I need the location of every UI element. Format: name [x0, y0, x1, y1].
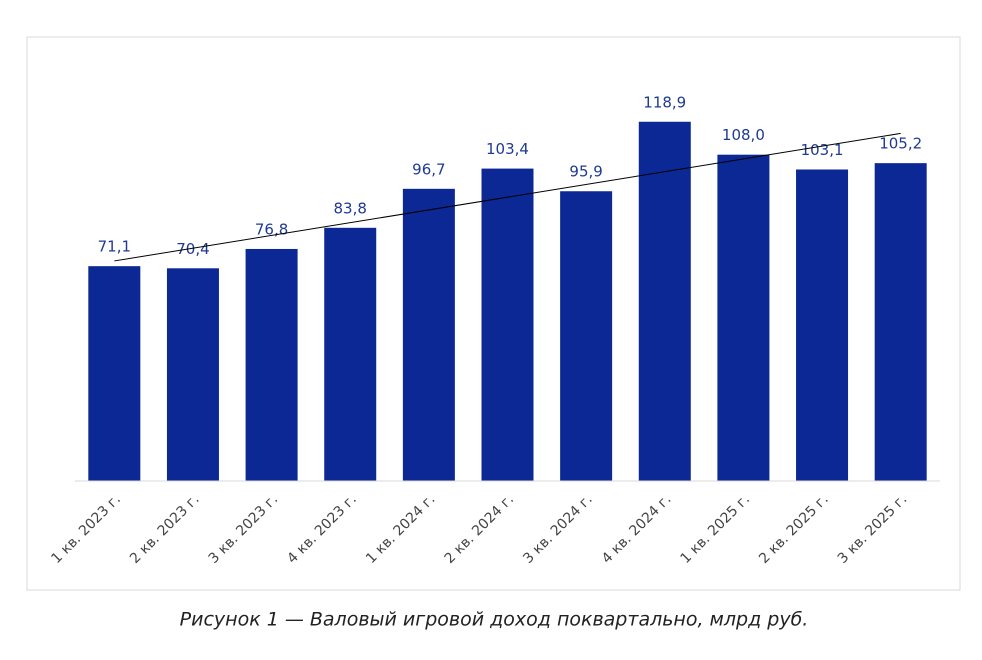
- trend-line: [114, 132, 901, 262]
- data-label: 70,4: [176, 240, 209, 258]
- data-label: 105,2: [879, 135, 922, 153]
- bar: [402, 188, 455, 481]
- bar: [481, 168, 534, 481]
- bar: [560, 191, 613, 481]
- data-label: 83,8: [334, 199, 367, 217]
- data-label: 103,4: [486, 140, 529, 158]
- data-label: 71,1: [98, 238, 131, 256]
- data-label: 96,7: [412, 160, 445, 178]
- chart-caption: Рисунок 1 — Валовый игровой доход поквар…: [180, 609, 809, 631]
- bar: [245, 248, 298, 481]
- data-label: 95,9: [569, 163, 602, 181]
- bar: [88, 266, 141, 481]
- bar: [166, 268, 219, 481]
- bar: [717, 154, 770, 481]
- data-label: 108,0: [722, 126, 765, 144]
- bar: [638, 121, 691, 482]
- bar: [874, 163, 927, 481]
- data-label: 103,1: [801, 141, 844, 159]
- bar: [796, 169, 849, 481]
- bar: [324, 227, 377, 481]
- data-label: 118,9: [643, 93, 686, 111]
